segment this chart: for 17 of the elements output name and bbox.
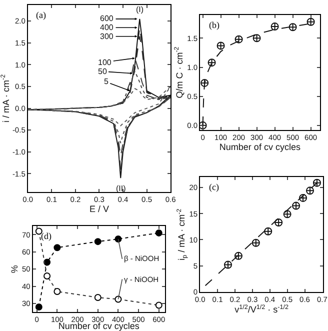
- annotation: (a): [36, 10, 46, 20]
- y-axis-title: %: [9, 265, 20, 274]
- annotation: (II): [116, 184, 126, 193]
- annotation: 600: [100, 14, 114, 23]
- annotation: (d): [41, 231, 52, 241]
- annotation: (c): [209, 182, 219, 192]
- annotation: 50: [98, 67, 108, 76]
- annotation: (I): [136, 5, 144, 14]
- annotation: 5: [104, 77, 109, 86]
- annotation: 400: [100, 23, 114, 32]
- x-axis-title: Number of cv cycles: [58, 321, 140, 331]
- annotation: 300: [100, 32, 114, 41]
- x-axis-title: v$^{1/2}$/V$^{1/2}$ · s$^{-1/2}$: [234, 304, 290, 315]
- annotation: (b): [209, 20, 220, 30]
- annotation: 100: [98, 58, 112, 67]
- x-axis-title: E / V: [89, 204, 109, 214]
- x-axis-title: Number of cv cycles: [219, 142, 301, 152]
